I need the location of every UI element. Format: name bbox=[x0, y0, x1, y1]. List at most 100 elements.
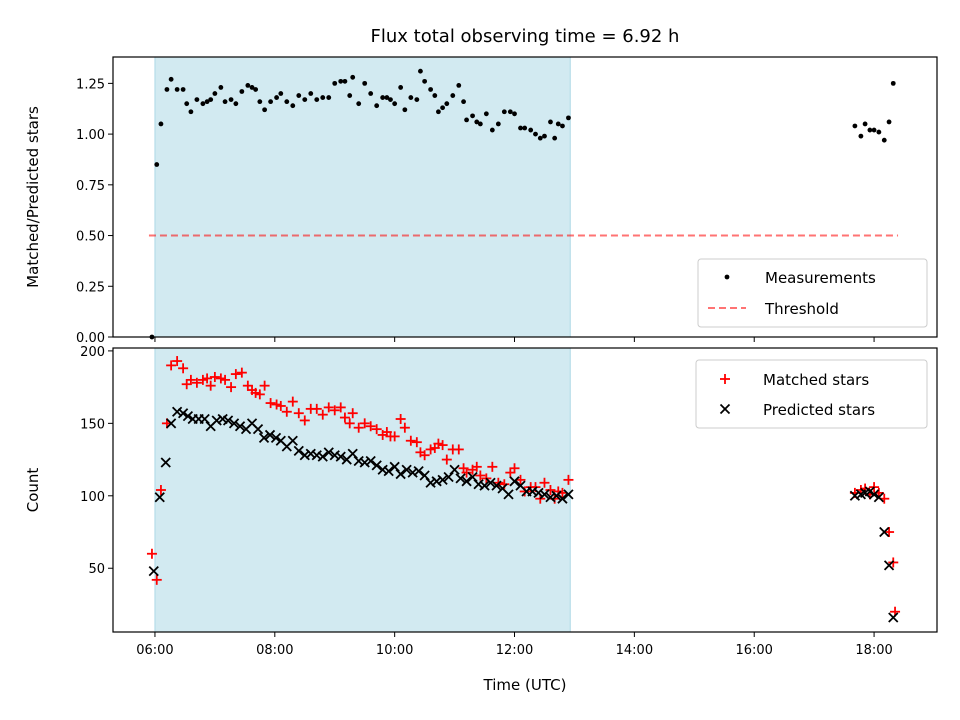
predicted-star-point-b bbox=[160, 457, 171, 468]
measurement-point bbox=[326, 95, 332, 100]
measurement-point bbox=[432, 93, 438, 98]
predicted-star-point-b bbox=[461, 476, 472, 487]
measurement-point bbox=[533, 131, 538, 137]
predicted-star-point-b bbox=[377, 464, 388, 475]
predicted-star-point bbox=[539, 489, 550, 500]
matched-star-point bbox=[888, 557, 899, 568]
predicted-star-point bbox=[165, 418, 177, 429]
measurement-point bbox=[512, 111, 517, 117]
measurement-point bbox=[852, 123, 858, 129]
matched-star-point bbox=[487, 461, 498, 472]
matched-star-point bbox=[389, 431, 400, 442]
predicted-star-point bbox=[413, 466, 424, 477]
matched-star-point bbox=[329, 405, 340, 416]
measurement-point bbox=[204, 99, 210, 105]
y-tick-label: 1.25 bbox=[76, 77, 105, 92]
predicted-star-point-b bbox=[545, 492, 556, 503]
predicted-star-point-b bbox=[371, 460, 382, 471]
legend-box bbox=[697, 258, 928, 328]
predicted-star-point bbox=[154, 492, 165, 503]
predicted-star-point bbox=[557, 493, 568, 504]
predicted-star-point-b bbox=[383, 466, 394, 477]
measurement-point bbox=[867, 127, 873, 133]
predicted-star-point-b bbox=[275, 435, 286, 446]
measurement-point bbox=[314, 97, 320, 103]
matched-star-point bbox=[191, 377, 202, 388]
predicted-star-point-b bbox=[533, 487, 544, 499]
measurement-point bbox=[440, 105, 445, 111]
measurement-point bbox=[296, 93, 302, 98]
measurement-point bbox=[528, 127, 534, 133]
measurement-point bbox=[552, 135, 558, 141]
y-tick-label: 0.75 bbox=[76, 179, 105, 194]
predicted-star-point-b bbox=[217, 413, 228, 425]
predicted-star-point-b bbox=[849, 490, 861, 501]
measurement-point bbox=[881, 137, 887, 143]
x-tick-label: 16:00 bbox=[735, 643, 772, 658]
measurement-point bbox=[212, 91, 218, 96]
measurement-point bbox=[474, 119, 480, 125]
matched-star-point bbox=[563, 474, 574, 485]
predicted-star-point bbox=[455, 473, 466, 484]
matched-star-point bbox=[539, 477, 550, 488]
matched-star-point bbox=[365, 421, 376, 432]
matched-star-point bbox=[461, 467, 472, 478]
matched-star-point bbox=[475, 470, 486, 481]
predicted-star-point-b bbox=[419, 470, 430, 481]
matched-star-point bbox=[293, 408, 304, 419]
legend-marker-predicted bbox=[719, 403, 731, 415]
matched-star-point bbox=[411, 437, 422, 448]
measurement-point bbox=[477, 121, 483, 127]
predicted-star-point-b bbox=[293, 445, 304, 457]
measurement-point bbox=[444, 101, 450, 107]
matched-star-point bbox=[281, 406, 292, 417]
predicted-star-point bbox=[311, 450, 322, 461]
axes-frame bbox=[112, 56, 938, 338]
predicted-star-point-b bbox=[509, 476, 520, 487]
predicted-star-point bbox=[171, 406, 183, 417]
measurement-point bbox=[566, 115, 571, 121]
measurement-point bbox=[858, 133, 864, 139]
predicted-star-point-b bbox=[177, 408, 189, 419]
measurement-point bbox=[555, 121, 561, 127]
matched-star-point bbox=[275, 400, 286, 411]
predicted-star-point bbox=[509, 476, 520, 487]
predicted-star-point-b bbox=[473, 479, 484, 490]
measurement-point bbox=[194, 97, 200, 103]
predicted-star-point-b bbox=[407, 467, 418, 478]
measurement-point bbox=[418, 68, 423, 74]
matched-star-point bbox=[236, 367, 247, 378]
predicted-star-point bbox=[485, 477, 496, 488]
matched-star-point bbox=[299, 415, 310, 426]
predicted-star-point bbox=[365, 455, 376, 467]
y-axis-label: Count bbox=[24, 468, 42, 513]
predicted-star-point bbox=[563, 489, 574, 500]
matched-star-point bbox=[205, 380, 216, 391]
predicted-star-point-b bbox=[270, 432, 282, 443]
predicted-star-point-b bbox=[425, 477, 436, 488]
matched-star-point bbox=[202, 373, 213, 384]
predicted-star-point bbox=[407, 467, 418, 478]
y-tick-label: 150 bbox=[80, 417, 105, 432]
predicted-star-point bbox=[437, 474, 448, 485]
predicted-star-point bbox=[287, 435, 298, 446]
predicted-star-point-b bbox=[413, 466, 424, 477]
measurement-point bbox=[332, 80, 338, 86]
measurement-point bbox=[374, 103, 380, 109]
predicted-star-point bbox=[545, 492, 556, 503]
predicted-star-point-b bbox=[258, 432, 270, 443]
matched-star-point bbox=[471, 461, 482, 472]
predicted-star-point-b bbox=[299, 450, 310, 461]
measurement-point bbox=[168, 76, 174, 82]
predicted-star-point bbox=[211, 415, 222, 426]
measurement-point bbox=[239, 89, 245, 94]
predicted-star-point-b bbox=[347, 448, 358, 459]
measurement-point bbox=[886, 119, 892, 125]
predicted-star-point bbox=[264, 429, 276, 441]
measurement-point bbox=[362, 80, 368, 86]
predicted-star-point-b bbox=[864, 486, 876, 497]
measurement-point bbox=[450, 93, 456, 98]
x-tick-label: 14:00 bbox=[616, 643, 653, 658]
predicted-star-point-b bbox=[252, 424, 264, 435]
